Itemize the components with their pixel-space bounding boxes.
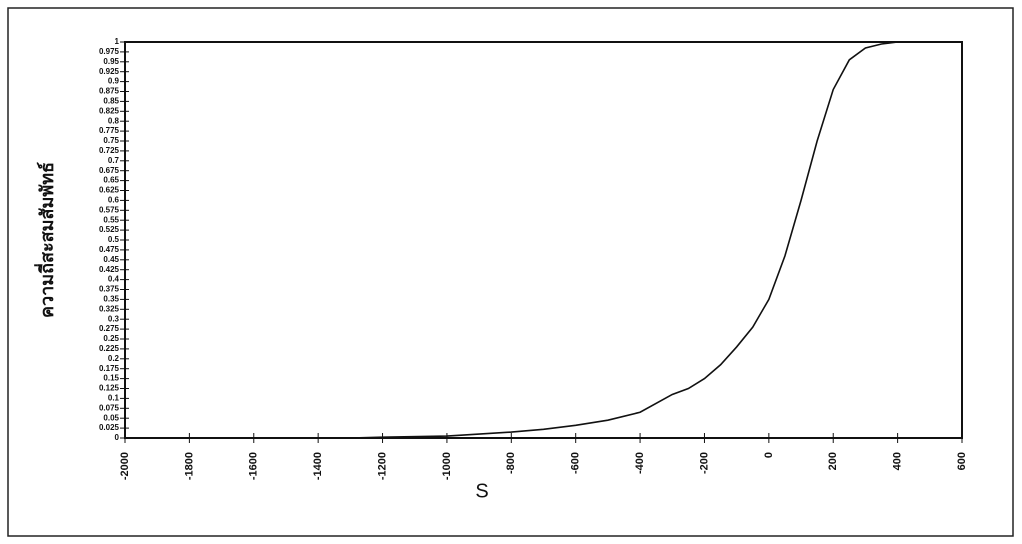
y-tick-label: 0.55 xyxy=(103,215,119,224)
chart: ความถี่สะสมสัมพัทธ์ S 00.0250.050.0750.1… xyxy=(0,0,1022,544)
y-tick-label: 0.675 xyxy=(99,166,120,175)
line-series xyxy=(350,42,962,438)
y-tick-label: 0.775 xyxy=(99,126,120,135)
y-tick-label: 0.625 xyxy=(99,186,120,195)
x-tick-label: -400 xyxy=(634,452,646,474)
y-tick-label: 0.875 xyxy=(99,87,120,96)
y-tick-label: 1 xyxy=(115,37,120,46)
y-tick-label: 0.575 xyxy=(99,205,120,214)
y-tick-label: 0.9 xyxy=(108,77,120,86)
y-tick-label: 0.8 xyxy=(108,116,120,125)
y-tick-label: 0.025 xyxy=(99,423,120,432)
y-tick-label: 0.275 xyxy=(99,324,120,333)
x-tick-label: -1400 xyxy=(312,452,324,480)
y-tick-label: 0.975 xyxy=(99,47,120,56)
y-tick-label: 0.4 xyxy=(108,275,120,284)
y-tick-label: 0.35 xyxy=(103,295,119,304)
y-tick-label: 0.225 xyxy=(99,344,120,353)
y-tick-label: 0 xyxy=(115,433,120,442)
y-tick-label: 0.3 xyxy=(108,314,120,323)
y-tick-label: 0.725 xyxy=(99,146,120,155)
x-tick-label: 200 xyxy=(827,452,839,470)
y-tick-label: 0.075 xyxy=(99,403,120,412)
y-tick-label: 0.65 xyxy=(103,176,119,185)
x-tick-label: 400 xyxy=(892,452,904,470)
y-tick-label: 0.7 xyxy=(108,156,120,165)
y-tick-label: 0.375 xyxy=(99,285,120,294)
y-tick-label: 0.85 xyxy=(103,97,119,106)
x-tick-label: -1000 xyxy=(441,452,453,480)
y-tick-label: 0.1 xyxy=(108,394,120,403)
x-axis-label: S xyxy=(475,480,488,502)
x-tick-label: -800 xyxy=(505,452,517,474)
x-tick-label: -1200 xyxy=(376,452,388,480)
y-tick-label: 0.2 xyxy=(108,354,120,363)
x-tick-label: 600 xyxy=(956,452,968,470)
y-tick-label: 0.125 xyxy=(99,384,120,393)
x-tick-label: -1800 xyxy=(183,452,195,480)
y-tick-label: 0.45 xyxy=(103,255,119,264)
y-tick-label: 0.325 xyxy=(99,304,120,313)
x-tick-label: -200 xyxy=(698,452,710,474)
y-tick-label: 0.175 xyxy=(99,364,120,373)
y-tick-label: 0.925 xyxy=(99,67,120,76)
y-tick-label: 0.25 xyxy=(103,334,119,343)
y-axis-label: ความถี่สะสมสัมพัทธ์ xyxy=(34,162,57,318)
y-tick-label: 0.75 xyxy=(103,136,119,145)
x-tick-label: -2000 xyxy=(119,452,131,480)
y-tick-label: 0.6 xyxy=(108,196,120,205)
y-tick-label: 0.15 xyxy=(103,374,119,383)
y-tick-label: 0.475 xyxy=(99,245,120,254)
y-tick-label: 0.825 xyxy=(99,106,120,115)
plot-area xyxy=(125,42,962,438)
x-tick-label: -600 xyxy=(570,452,582,474)
y-tick-label: 0.5 xyxy=(108,235,120,244)
x-tick-label: -1600 xyxy=(248,452,260,480)
y-tick-label: 0.95 xyxy=(103,57,119,66)
y-tick-label: 0.525 xyxy=(99,225,120,234)
x-tick-label: 0 xyxy=(763,452,775,458)
y-tick-label: 0.425 xyxy=(99,265,120,274)
y-tick-label: 0.05 xyxy=(103,413,119,422)
